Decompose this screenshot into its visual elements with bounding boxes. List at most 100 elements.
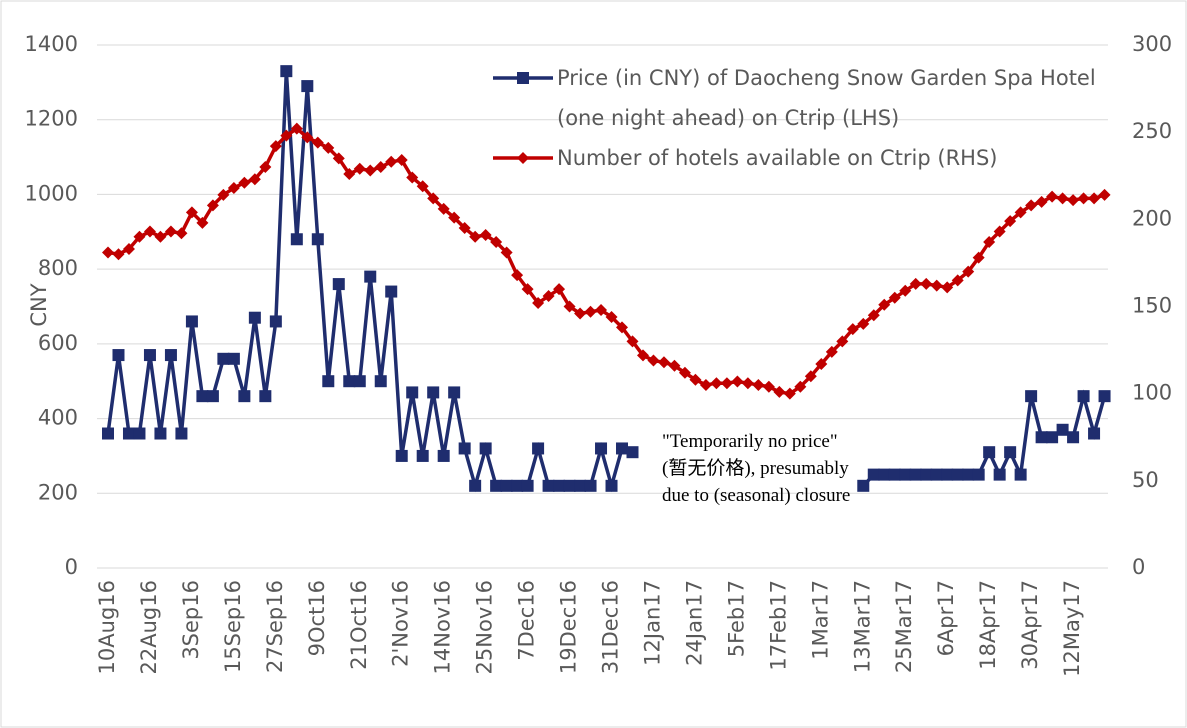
marker <box>269 140 282 153</box>
marker <box>1014 206 1027 219</box>
marker <box>416 449 429 462</box>
marker <box>888 468 901 481</box>
x-tick-label: 14Nov16 <box>431 580 455 674</box>
marker <box>574 307 587 320</box>
marker <box>143 225 156 238</box>
marker <box>983 446 996 459</box>
marker <box>553 479 566 492</box>
y-tick-label: 1200 <box>25 107 78 131</box>
marker <box>206 199 219 212</box>
marker <box>1067 431 1080 444</box>
marker <box>364 164 377 177</box>
marker <box>773 385 786 398</box>
marker <box>815 358 828 371</box>
x-tick-label: 7Dec16 <box>515 580 539 661</box>
marker <box>196 390 209 403</box>
marker <box>521 283 534 296</box>
marker <box>616 321 629 334</box>
marker <box>238 176 251 189</box>
x-tick-label: 24Jan17 <box>682 580 706 666</box>
y2-tick-label: 250 <box>1132 119 1172 143</box>
marker <box>909 468 922 481</box>
marker <box>563 300 576 313</box>
marker <box>542 290 555 303</box>
marker <box>143 349 156 362</box>
marker <box>993 468 1006 481</box>
marker <box>636 349 649 362</box>
y2-tick-label: 300 <box>1132 32 1172 56</box>
marker <box>1077 390 1090 403</box>
marker <box>175 427 188 440</box>
marker <box>867 309 880 322</box>
y2-tick-label: 0 <box>1132 555 1145 579</box>
marker <box>689 373 702 386</box>
marker <box>164 225 177 238</box>
marker <box>490 479 503 492</box>
y-tick-label: 1000 <box>25 181 78 205</box>
marker <box>1088 427 1101 440</box>
marker <box>699 378 712 391</box>
marker <box>448 386 461 399</box>
marker <box>920 468 933 481</box>
x-tick-label: 1Mar17 <box>808 580 832 660</box>
marker <box>1004 446 1017 459</box>
marker <box>867 468 880 481</box>
x-tick-label: 6Apr17 <box>934 580 958 656</box>
marker <box>563 479 576 492</box>
marker <box>353 162 366 175</box>
marker <box>301 131 314 144</box>
marker <box>720 377 733 390</box>
marker <box>280 129 293 142</box>
marker <box>1088 192 1101 205</box>
marker <box>437 449 450 462</box>
marker <box>752 378 765 391</box>
marker <box>1025 390 1038 403</box>
y2-tick-label: 200 <box>1132 206 1172 230</box>
marker <box>217 352 230 365</box>
marker <box>500 479 513 492</box>
marker <box>406 386 419 399</box>
marker <box>678 366 691 379</box>
marker <box>532 442 545 455</box>
marker <box>626 335 639 348</box>
marker <box>857 479 870 492</box>
marker <box>500 246 513 259</box>
marker <box>154 230 167 243</box>
marker <box>878 468 891 481</box>
marker <box>1056 192 1069 205</box>
marker <box>102 246 114 259</box>
marker <box>311 233 324 246</box>
marker <box>972 251 985 264</box>
marker <box>574 479 587 492</box>
marker <box>511 269 524 282</box>
marker <box>595 442 608 455</box>
x-tick-label: 13Mar17 <box>850 580 874 673</box>
marker <box>374 375 387 388</box>
marker <box>437 202 450 215</box>
y-tick-label: 400 <box>38 406 78 430</box>
marker <box>804 370 817 383</box>
marker <box>930 279 943 292</box>
marker <box>343 168 356 181</box>
marker <box>133 427 146 440</box>
marker <box>458 442 471 455</box>
marker <box>605 479 618 492</box>
legend-label: Number of hotels available on Ctrip (RHS… <box>557 146 998 170</box>
marker <box>102 427 114 440</box>
marker <box>112 349 125 362</box>
x-tick-label: 15Sep16 <box>221 580 245 673</box>
marker <box>490 235 503 248</box>
marker <box>206 390 219 403</box>
y2-tick-label: 100 <box>1132 381 1172 405</box>
y-tick-label: 0 <box>65 555 78 579</box>
marker <box>227 352 240 365</box>
marker <box>448 211 461 224</box>
marker <box>993 225 1006 238</box>
x-tick-label: 12Jan17 <box>640 580 664 666</box>
x-tick-label: 18Apr17 <box>976 580 1000 670</box>
marker <box>154 427 167 440</box>
x-tick-label: 17Feb17 <box>766 580 790 671</box>
legend-label: Price (in CNY) of Daocheng Snow Garden S… <box>557 66 1096 130</box>
